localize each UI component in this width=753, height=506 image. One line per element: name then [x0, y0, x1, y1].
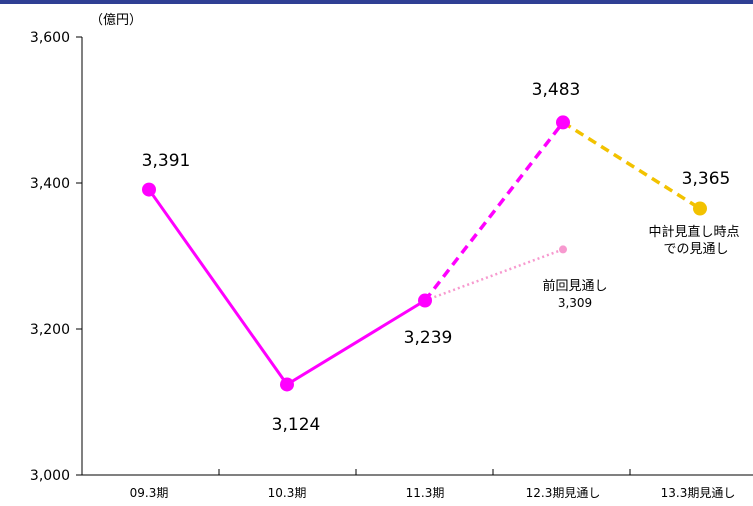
previous-forecast-value: 3,309: [558, 296, 592, 310]
points-layer: [142, 115, 707, 392]
series-line-4: [562, 120, 701, 211]
series-line-1: [147, 188, 426, 387]
data-labels: 3,391 3,124 3,239 3,483 3,365: [142, 80, 731, 435]
data-label: 3,124: [272, 415, 321, 435]
y-ticks: 3,000 3,200 3,400 3,600: [30, 30, 82, 484]
y-tick-label: 3,200: [30, 322, 70, 338]
x-tick-label: 13.3期見通し: [661, 486, 736, 500]
data-point: [693, 201, 707, 216]
unit-label: （億円）: [90, 12, 142, 28]
y-tick-label: 3,400: [30, 176, 70, 192]
x-tick-label: 12.3期見通し: [526, 486, 601, 500]
y-tick-label: 3,600: [30, 30, 70, 46]
series-line-2: [423, 121, 565, 302]
data-label: 3,365: [682, 169, 731, 189]
top-accent-bar: [0, 0, 753, 4]
data-point: [418, 293, 432, 308]
x-tick-label: 10.3期: [268, 486, 307, 500]
x-separators: [218, 469, 631, 475]
midterm-note-line1: 中計見直し時点: [648, 224, 739, 240]
midterm-note-line2: での見通し: [663, 242, 728, 257]
x-tick-label: 11.3期: [406, 486, 445, 500]
data-point: [559, 245, 567, 254]
data-label: 3,483: [532, 80, 581, 100]
x-tick-label: 09.3期: [130, 486, 169, 500]
data-point: [280, 377, 294, 392]
x-ticks: 09.3期 10.3期 11.3期 12.3期見通し 13.3期見通し: [130, 486, 736, 500]
data-point: [556, 115, 570, 130]
data-label: 3,239: [404, 328, 453, 348]
previous-forecast-title: 前回見通し: [542, 278, 607, 294]
data-label: 3,391: [142, 151, 191, 171]
y-tick-label: 3,000: [30, 468, 70, 484]
data-point: [142, 182, 156, 197]
annotations: 前回見通し 3,309 中計見直し時点 での見通し: [542, 224, 739, 310]
